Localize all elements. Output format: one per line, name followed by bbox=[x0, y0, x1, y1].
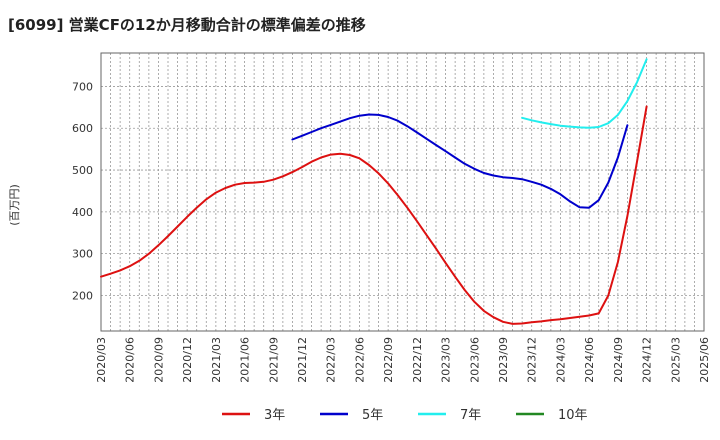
legend-label-1: 5年 bbox=[362, 408, 383, 423]
x-tick-label: 2020/06 bbox=[124, 337, 137, 383]
x-tick-label: 2022/06 bbox=[353, 337, 366, 383]
legend-label-3: 10年 bbox=[558, 408, 588, 423]
y-tick-label: 600 bbox=[72, 122, 93, 135]
x-tick-label: 2022/03 bbox=[325, 337, 338, 383]
y-axis-ticks: 200 300 400 500 600 700 bbox=[72, 80, 93, 302]
x-tick-label: 2023/06 bbox=[468, 337, 481, 383]
chart-title: [6099] 営業CFの12か月移動合計の標準偏差の推移 bbox=[8, 16, 366, 34]
y-tick-label: 400 bbox=[72, 206, 93, 219]
x-tick-label: 2024/03 bbox=[554, 337, 567, 383]
y-tick-label: 300 bbox=[72, 248, 93, 261]
y-tick-label: 500 bbox=[72, 164, 93, 177]
x-tick-label: 2025/03 bbox=[669, 337, 682, 383]
x-tick-label: 2021/09 bbox=[267, 337, 280, 383]
legend: 3年 5年 7年 10年 bbox=[222, 408, 588, 423]
x-tick-label: 2021/12 bbox=[296, 337, 309, 383]
series-line-2 bbox=[521, 58, 648, 129]
x-tick-label: 2020/09 bbox=[152, 337, 165, 383]
grid bbox=[100, 53, 705, 331]
series-line-1 bbox=[291, 113, 629, 209]
legend-label-2: 7年 bbox=[460, 408, 481, 423]
x-tick-label: 2021/06 bbox=[239, 337, 252, 383]
x-tick-label: 2022/09 bbox=[382, 337, 395, 383]
x-tick-label: 2020/03 bbox=[95, 337, 108, 383]
series-line-0 bbox=[100, 105, 648, 325]
y-axis-label: (百万円) bbox=[8, 184, 21, 226]
x-tick-label: 2024/09 bbox=[612, 337, 625, 383]
legend-label-0: 3年 bbox=[264, 408, 285, 423]
y-tick-label: 700 bbox=[72, 80, 93, 93]
plot-frame bbox=[100, 52, 705, 332]
x-axis-ticks: 2020/03 2020/06 2020/09 2020/12 2021/03 2021/… bbox=[95, 337, 711, 383]
y-tick-label: 200 bbox=[72, 289, 93, 302]
x-tick-label: 2025/06 bbox=[698, 337, 711, 383]
x-tick-label: 2022/12 bbox=[411, 337, 424, 383]
x-tick-label: 2024/12 bbox=[641, 337, 654, 383]
series-lines bbox=[100, 58, 648, 325]
x-tick-label: 2021/03 bbox=[210, 337, 223, 383]
x-tick-label: 2023/03 bbox=[440, 337, 453, 383]
x-tick-label: 2023/12 bbox=[526, 337, 539, 383]
x-tick-label: 2023/09 bbox=[497, 337, 510, 383]
x-tick-label: 2020/12 bbox=[181, 337, 194, 383]
x-tick-label: 2024/06 bbox=[583, 337, 596, 383]
